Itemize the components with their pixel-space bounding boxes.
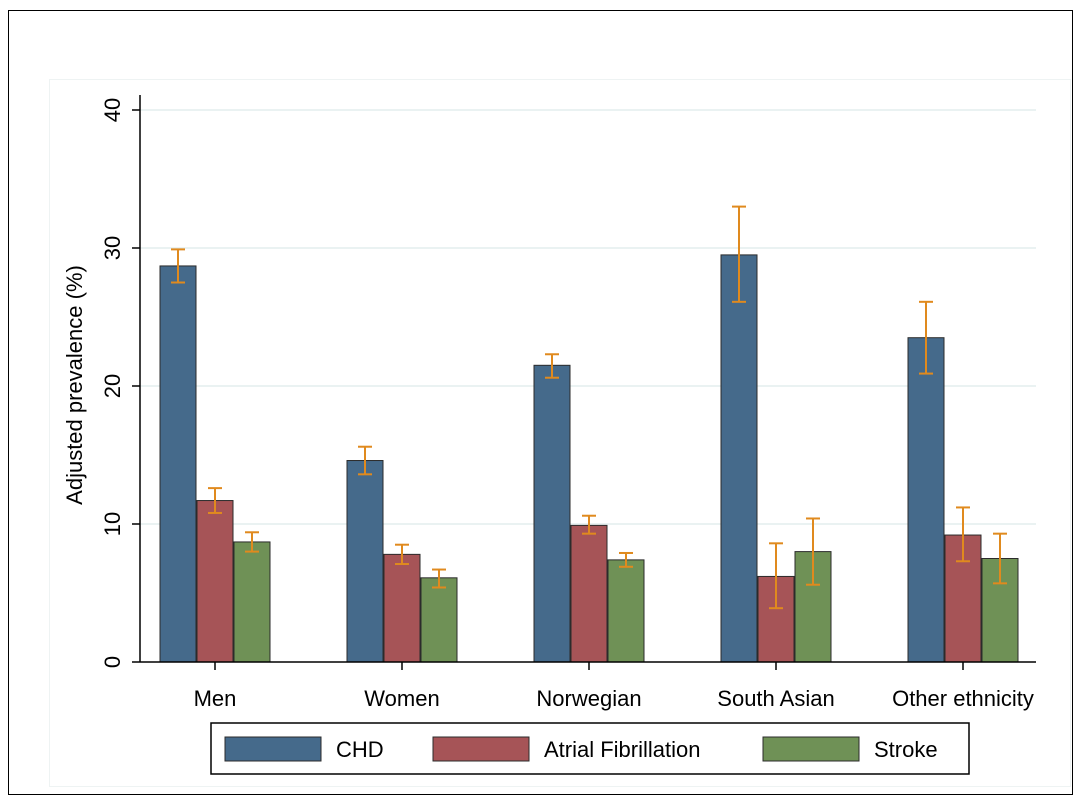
bar-chd bbox=[533, 364, 571, 663]
x-tick-label: Men bbox=[194, 686, 237, 711]
bar-chd bbox=[907, 337, 945, 663]
y-tick-label: 20 bbox=[100, 374, 125, 398]
y-tick-label: 0 bbox=[100, 656, 125, 668]
y-tick-label: 40 bbox=[100, 98, 125, 122]
bar-stroke bbox=[233, 541, 271, 663]
bar-chd bbox=[159, 265, 197, 663]
y-ticks: 0 10 20 30 40 bbox=[100, 98, 140, 668]
bar-atrial-fibrillation bbox=[196, 500, 234, 663]
legend-swatch bbox=[432, 736, 530, 762]
legend-swatch bbox=[762, 736, 860, 762]
error-bars bbox=[171, 205, 1007, 610]
legend: CHD Atrial Fibrillation Stroke bbox=[210, 722, 970, 775]
bar-chd bbox=[720, 254, 758, 663]
x-tick-label: Norwegian bbox=[536, 686, 641, 711]
x-tick-label: South Asian bbox=[717, 686, 834, 711]
legend-swatch bbox=[224, 736, 322, 762]
bars bbox=[159, 254, 1019, 663]
bar-chd bbox=[346, 460, 384, 663]
legend-label: Stroke bbox=[874, 737, 938, 762]
y-tick-label: 30 bbox=[100, 236, 125, 260]
legend-label: CHD bbox=[336, 737, 384, 762]
y-axis-title: Adjusted prevalence (%) bbox=[62, 265, 87, 505]
x-tick-label: Other ethnicity bbox=[892, 686, 1034, 711]
axes bbox=[139, 95, 1036, 663]
bar-atrial-fibrillation bbox=[570, 524, 608, 663]
x-tick-label: Women bbox=[364, 686, 439, 711]
plot-region bbox=[49, 79, 1071, 787]
legend-label: Atrial Fibrillation bbox=[544, 737, 701, 762]
gridlines bbox=[140, 109, 1036, 525]
y-tick-label: 10 bbox=[100, 512, 125, 536]
x-tick-labels: Men Women Norwegian South Asian Other ethnic… bbox=[194, 662, 1034, 711]
bar-stroke bbox=[420, 577, 458, 663]
bar-atrial-fibrillation bbox=[383, 553, 421, 663]
bar-stroke bbox=[607, 559, 645, 663]
